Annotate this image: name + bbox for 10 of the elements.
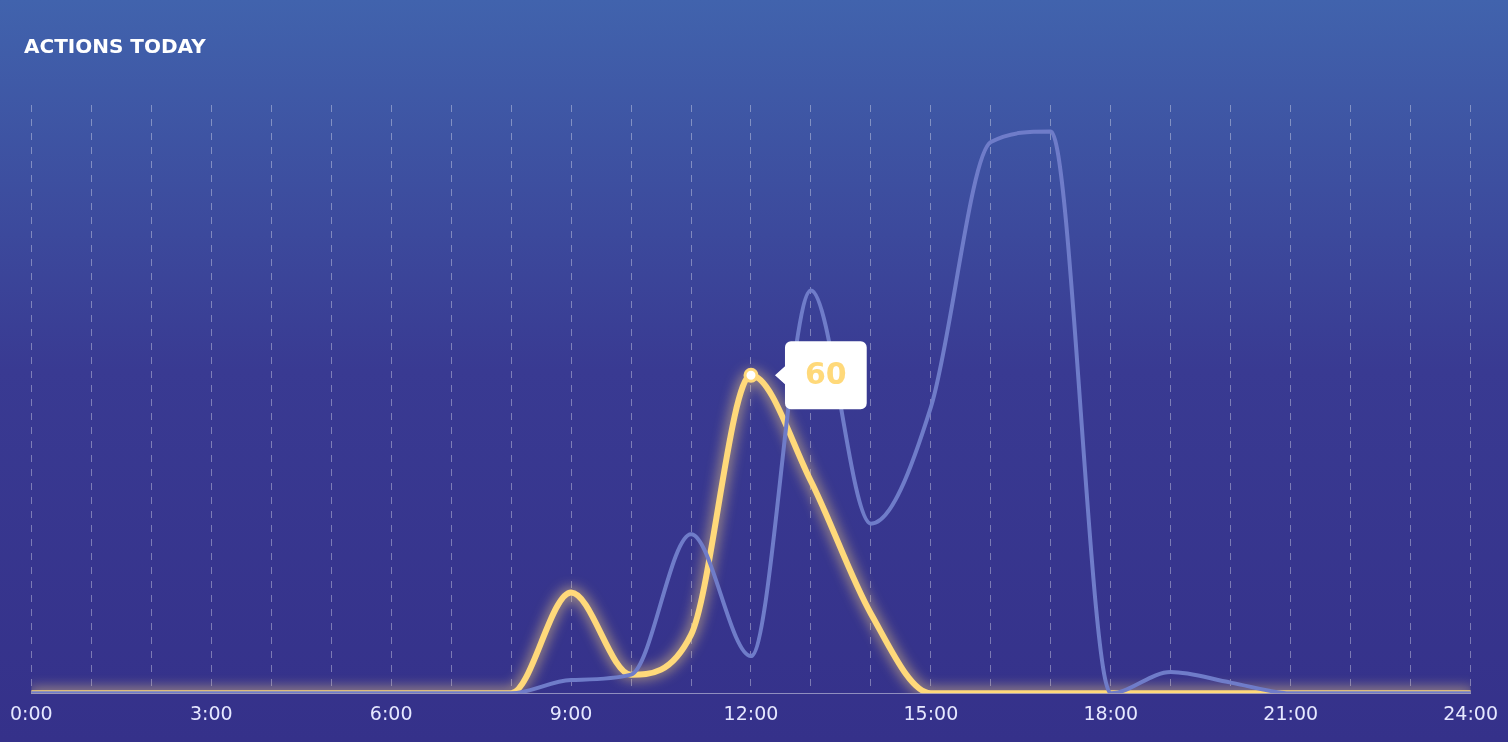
chart-title: ACTIONS TODAY — [24, 34, 206, 58]
x-tick-label: 9:00 — [549, 701, 593, 724]
x-tick-label: 6:00 — [369, 701, 413, 724]
x-tick-label: 24:00 — [1443, 701, 1499, 724]
x-tick-label: 0:00 — [10, 701, 53, 724]
x-tick-label: 12:00 — [723, 701, 779, 724]
x-tick-label: 18:00 — [1083, 701, 1139, 724]
x-tick-label: 21:00 — [1263, 701, 1319, 724]
x-tick-label: 15:00 — [903, 701, 959, 724]
x-tick-label: 3:00 — [189, 701, 233, 724]
